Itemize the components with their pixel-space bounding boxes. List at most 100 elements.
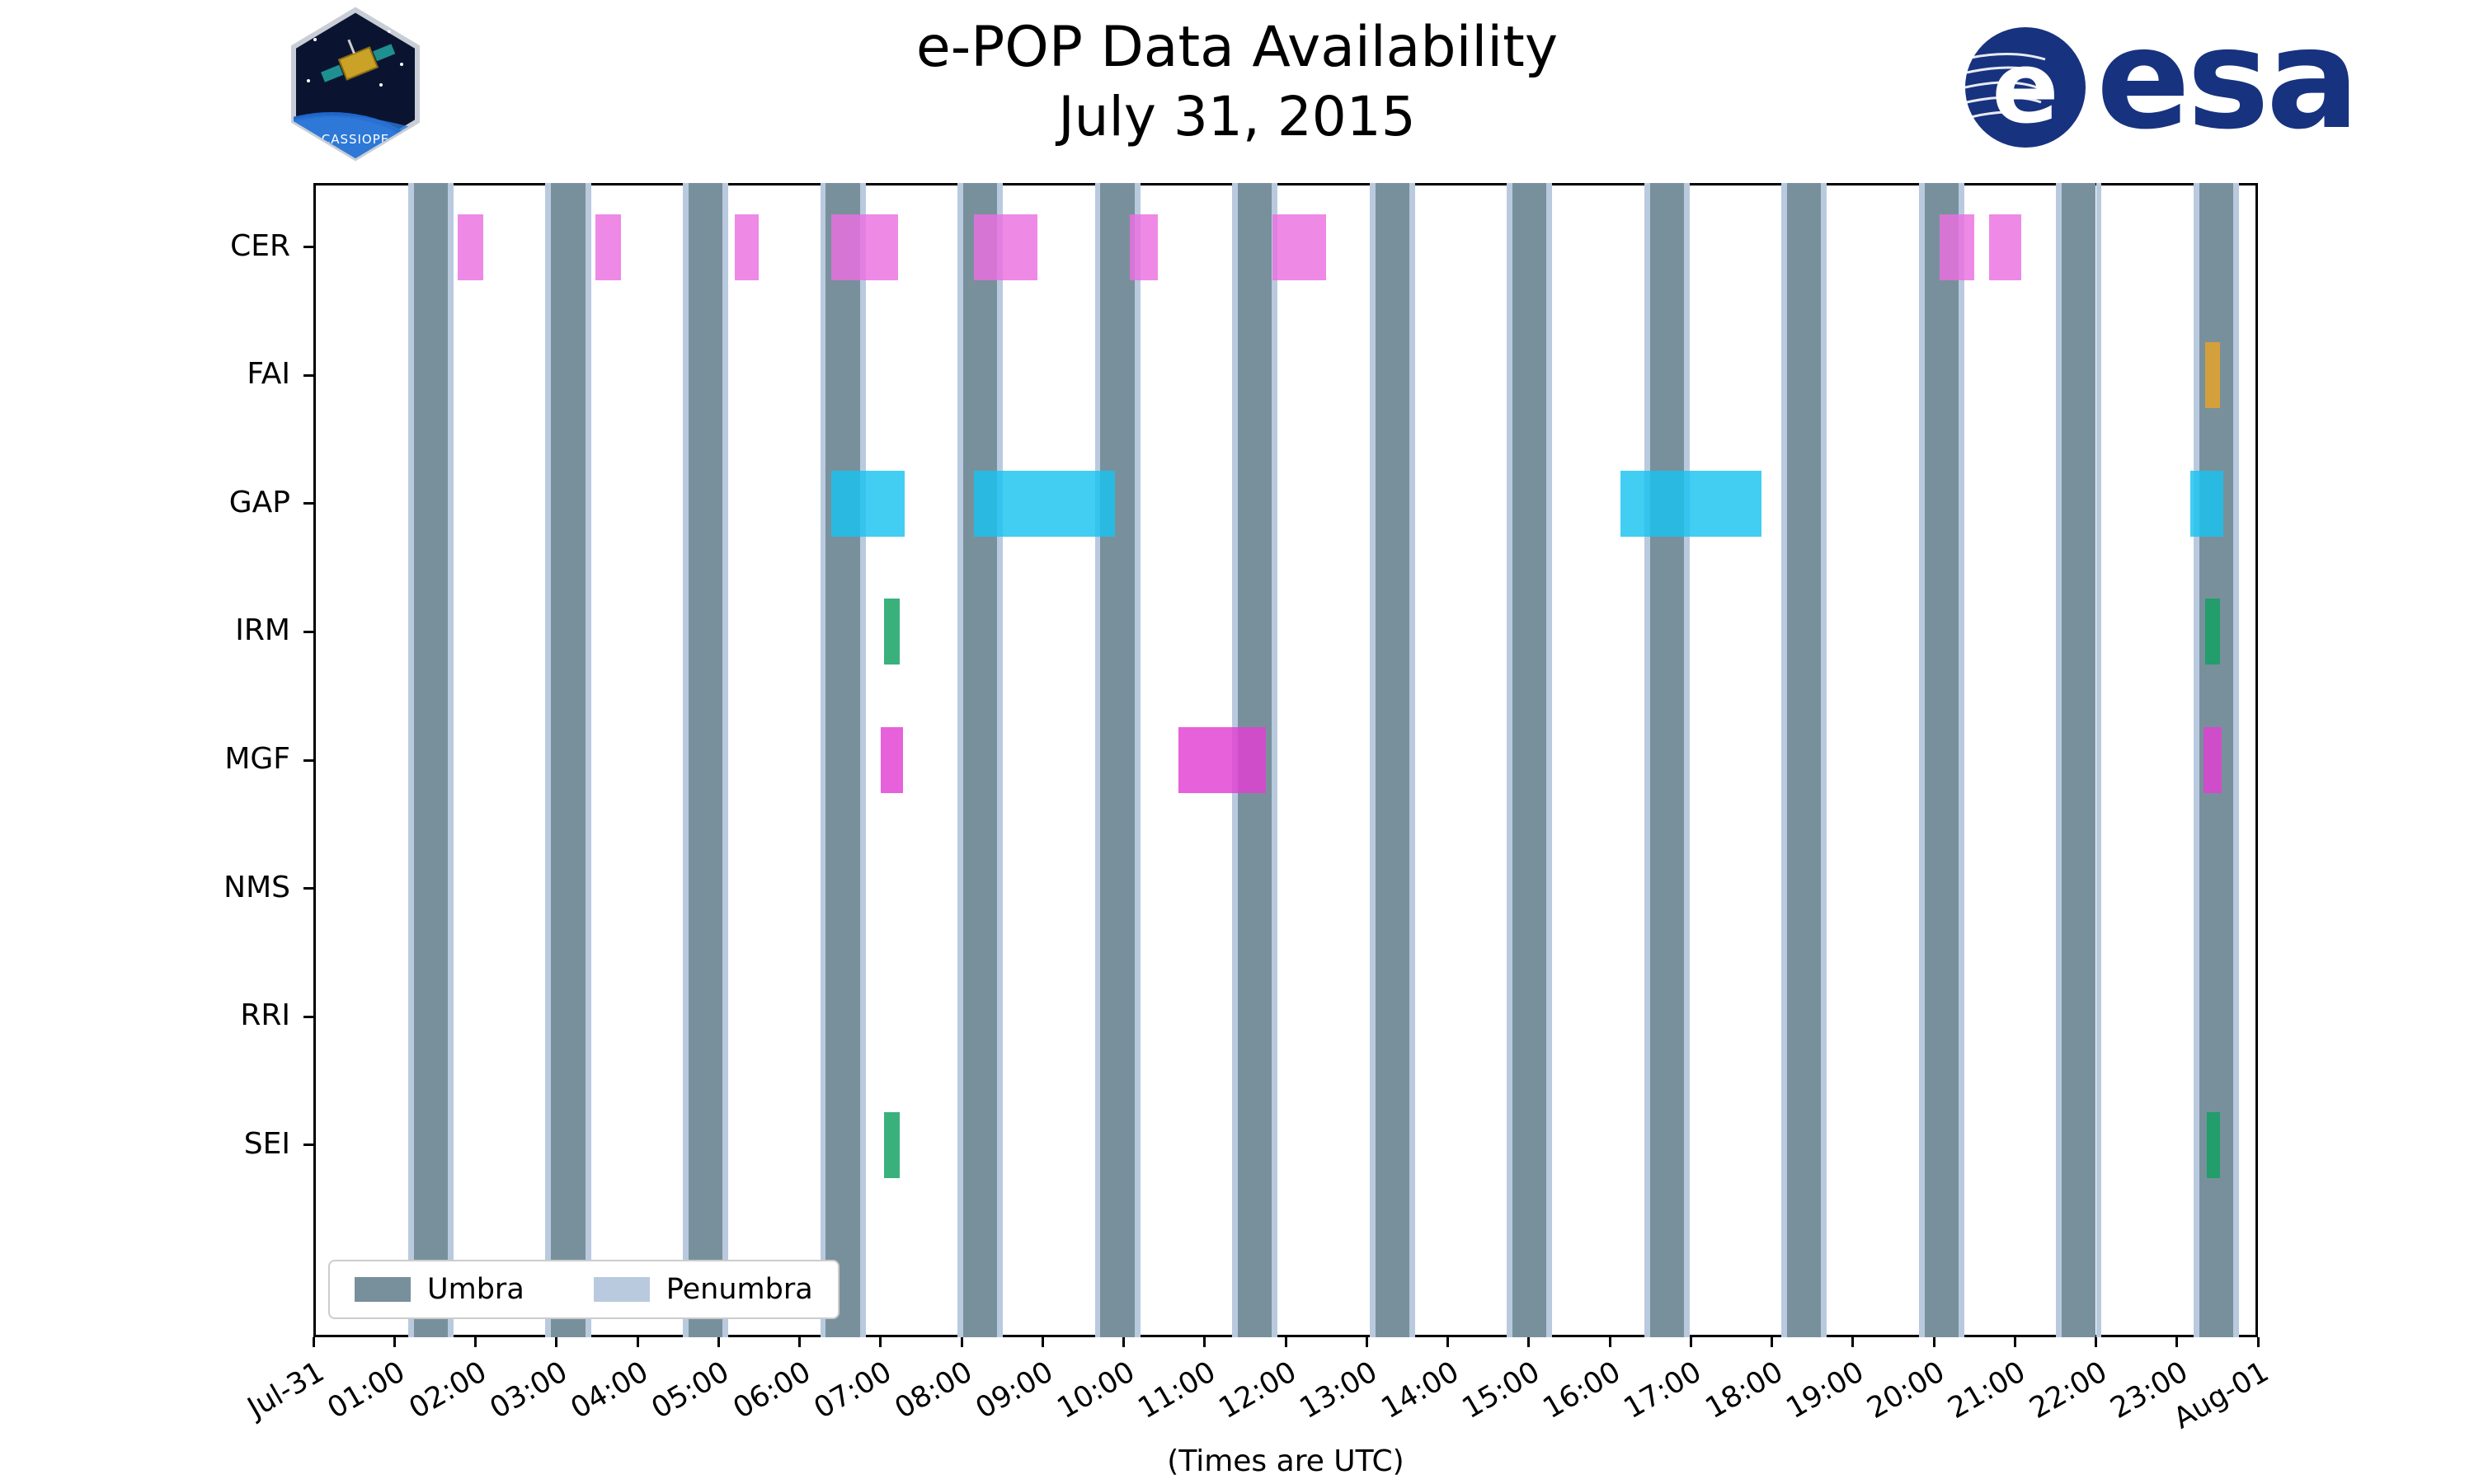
availability-bar-irm — [883, 599, 901, 665]
x-tick-label: 21:00 — [1942, 1355, 2032, 1426]
penumbra-bar — [2056, 183, 2062, 1337]
penumbra-bar — [407, 183, 414, 1337]
y-tick-mark — [303, 373, 313, 377]
x-tick-mark — [1041, 1337, 1044, 1347]
y-tick-label: FAI — [247, 357, 290, 392]
chart-subtitle: July 31, 2015 — [1058, 85, 1416, 148]
x-tick-mark — [474, 1337, 477, 1347]
x-tick-mark — [555, 1337, 558, 1347]
availability-bar-fai — [2205, 342, 2220, 409]
penumbra-bar — [1134, 183, 1141, 1337]
x-tick-label: 14:00 — [1376, 1355, 1465, 1426]
umbra-bar — [2062, 183, 2096, 1337]
x-axis-label: (Times are UTC) — [1167, 1444, 1404, 1478]
x-tick-label: 17:00 — [1618, 1355, 1708, 1426]
penumbra-bar — [545, 183, 552, 1337]
penumbra-bar — [1409, 183, 1415, 1337]
y-tick-mark — [303, 630, 313, 633]
umbra-bar — [962, 183, 998, 1337]
x-tick-label: 04:00 — [565, 1355, 654, 1426]
availability-bar-irm — [2205, 599, 2220, 665]
x-tick-mark — [393, 1337, 396, 1347]
x-tick-mark — [717, 1337, 720, 1347]
x-tick-label: 20:00 — [1861, 1355, 1950, 1426]
y-tick-mark — [303, 887, 313, 890]
cassiope-mission-patch: CASSIOPE — [290, 7, 421, 165]
y-tick-label: SEI — [243, 1126, 290, 1161]
cassiope-patch-label: CASSIOPE — [322, 132, 390, 147]
y-tick-label: GAP — [228, 485, 290, 519]
x-tick-label: 01:00 — [322, 1355, 412, 1426]
y-tick-mark — [303, 1144, 313, 1147]
x-tick-mark — [879, 1337, 882, 1347]
availability-bar-cer — [1939, 214, 1975, 280]
penumbra-bar — [1546, 183, 1553, 1337]
x-tick-label: 11:00 — [1132, 1355, 1221, 1426]
x-tick-mark — [798, 1337, 801, 1347]
x-tick-mark — [1365, 1337, 1368, 1347]
penumbra-bar — [585, 183, 591, 1337]
penumbra-bar — [1369, 183, 1376, 1337]
esa-wordmark: esa — [2096, 0, 2359, 160]
x-tick-label: 08:00 — [889, 1355, 978, 1426]
esa-globe-icon: e — [1964, 27, 2086, 148]
penumbra-swatch — [593, 1277, 650, 1302]
legend-label-umbra: Umbra — [427, 1273, 524, 1306]
availability-bar-cer — [1272, 214, 1327, 280]
x-tick-label: 13:00 — [1294, 1355, 1384, 1426]
penumbra-bar — [448, 183, 454, 1337]
satellite-graphic — [321, 39, 396, 82]
penumbra-bar — [957, 183, 963, 1337]
penumbra-bar — [1958, 183, 1964, 1337]
availability-bar-sei — [883, 1111, 901, 1178]
availability-bar-cer — [830, 214, 899, 280]
y-tick-label: MGF — [224, 742, 290, 776]
availability-bar-gap — [2190, 470, 2223, 537]
x-tick-label: 02:00 — [403, 1355, 492, 1426]
y-tick-mark — [303, 1015, 313, 1018]
x-tick-label: 16:00 — [1537, 1355, 1626, 1426]
penumbra-bar — [1781, 183, 1788, 1337]
x-tick-label: 19:00 — [1780, 1355, 1870, 1426]
availability-bar-gap — [1620, 470, 1761, 537]
availability-bar-mgf — [1178, 727, 1267, 793]
chart-legend: Umbra Penumbra — [328, 1260, 840, 1319]
umbra-swatch — [355, 1277, 411, 1302]
umbra-bar — [551, 183, 586, 1337]
x-tick-mark — [312, 1337, 315, 1347]
x-tick-label: 12:00 — [1213, 1355, 1302, 1426]
legend-label-penumbra: Penumbra — [666, 1273, 813, 1306]
x-tick-mark — [960, 1337, 963, 1347]
x-tick-label: 10:00 — [1051, 1355, 1141, 1426]
umbra-bar — [1649, 183, 1684, 1337]
x-tick-mark — [2175, 1337, 2179, 1347]
x-tick-mark — [1608, 1337, 1611, 1347]
esa-globe-e: e — [1992, 31, 2058, 146]
availability-bar-cer — [595, 214, 622, 280]
legend-item-penumbra: Penumbra — [593, 1273, 813, 1306]
x-tick-mark — [1284, 1337, 1287, 1347]
x-tick-mark — [2013, 1337, 2016, 1347]
x-tick-label: 06:00 — [727, 1355, 816, 1426]
esa-logo: e esa — [1963, 10, 2359, 150]
umbra-bar — [1375, 183, 1409, 1337]
chart-title: e-POP Data Availability — [915, 15, 1559, 80]
availability-bar-mgf — [880, 727, 904, 793]
y-tick-label: IRM — [235, 613, 290, 648]
x-tick-label: 05:00 — [646, 1355, 736, 1426]
x-tick-mark — [1689, 1337, 1692, 1347]
penumbra-bar — [1644, 183, 1650, 1337]
penumbra-bar — [820, 183, 826, 1337]
availability-bar-cer — [457, 214, 484, 280]
cassiope-patch-graphic: CASSIOPE — [291, 7, 420, 162]
x-tick-mark — [1203, 1337, 1206, 1347]
availability-bar-sei — [2207, 1111, 2220, 1178]
penumbra-bar — [2233, 183, 2239, 1337]
y-tick-label: RRI — [240, 998, 290, 1033]
x-tick-mark — [2095, 1337, 2097, 1347]
availability-bar-gap — [830, 470, 905, 537]
x-tick-mark — [636, 1337, 639, 1347]
umbra-bar — [1512, 183, 1547, 1337]
penumbra-bar — [1507, 183, 1513, 1337]
umbra-bar — [1924, 183, 1959, 1337]
